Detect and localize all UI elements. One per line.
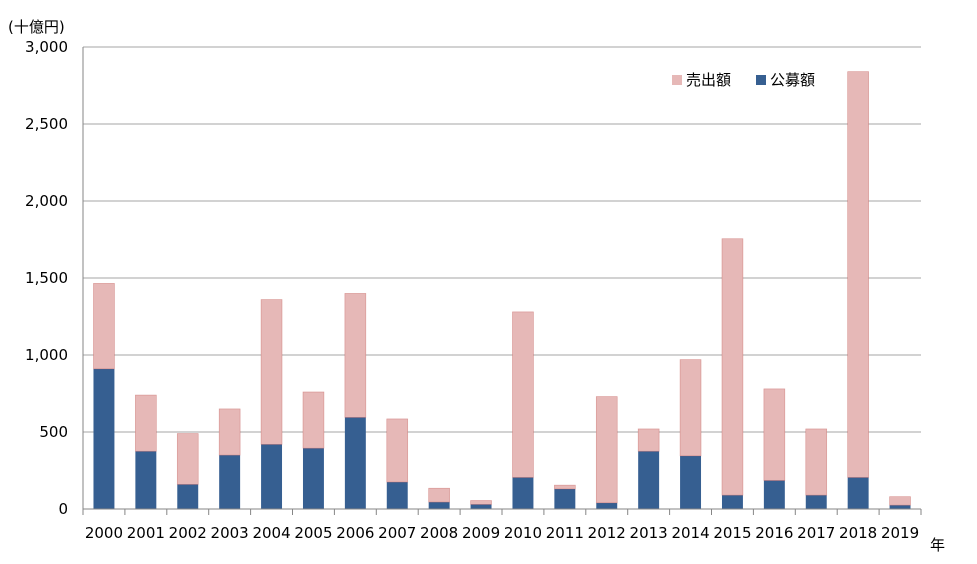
legend-swatch bbox=[756, 75, 766, 85]
x-tick-label: 2005 bbox=[294, 524, 332, 542]
x-tick-label: 2017 bbox=[797, 524, 835, 542]
y-tick-label: 500 bbox=[39, 423, 68, 441]
x-tick-label: 2016 bbox=[755, 524, 793, 542]
bar-uridashi-2017 bbox=[805, 428, 828, 496]
x-tick-label: 2018 bbox=[839, 524, 877, 542]
bar-koubo-2019 bbox=[889, 505, 911, 509]
bar-uridashi-2011 bbox=[554, 484, 576, 490]
bar-koubo-2001 bbox=[135, 451, 157, 509]
bar-koubo-2009 bbox=[470, 504, 492, 509]
bar-uridashi-2002 bbox=[176, 433, 199, 485]
bar-uridashi-2012 bbox=[595, 396, 618, 504]
bar-koubo-2011 bbox=[554, 488, 576, 509]
y-tick-label: 1,500 bbox=[25, 269, 68, 287]
bar-koubo-2005 bbox=[302, 448, 324, 509]
bar-uridashi-2019 bbox=[889, 496, 911, 506]
y-tick-label: 1,000 bbox=[25, 346, 68, 364]
bar-koubo-2007 bbox=[386, 482, 408, 509]
x-tick-label: 2014 bbox=[671, 524, 709, 542]
bar-koubo-2010 bbox=[512, 477, 534, 509]
bar-koubo-2014 bbox=[680, 455, 702, 509]
bar-uridashi-2005 bbox=[302, 391, 325, 449]
x-tick-label: 2008 bbox=[420, 524, 458, 542]
y-tick-label: 3,000 bbox=[25, 38, 68, 56]
x-tick-label: 2009 bbox=[462, 524, 500, 542]
bar-koubo-2018 bbox=[847, 477, 869, 509]
bar-koubo-2008 bbox=[428, 502, 450, 509]
x-tick-label: 2001 bbox=[127, 524, 165, 542]
bar-layer bbox=[93, 71, 911, 509]
y-tick-label: 2,500 bbox=[25, 115, 68, 133]
legend-label: 売出額 bbox=[686, 71, 731, 89]
bar-koubo-2004 bbox=[261, 444, 283, 509]
bar-uridashi-2004 bbox=[260, 299, 283, 445]
x-tick-label: 2013 bbox=[630, 524, 668, 542]
x-unit-label: 年 bbox=[930, 536, 945, 554]
bar-uridashi-2014 bbox=[679, 359, 702, 457]
bar-koubo-2012 bbox=[596, 502, 618, 509]
x-tick-label: 2012 bbox=[588, 524, 626, 542]
y-tick-label: 2,000 bbox=[25, 192, 68, 210]
bar-koubo-2000 bbox=[93, 368, 115, 509]
bar-uridashi-2000 bbox=[93, 283, 115, 370]
legend-label: 公募額 bbox=[770, 71, 815, 89]
x-tick-label: 2002 bbox=[169, 524, 207, 542]
x-tick-label: 2000 bbox=[85, 524, 123, 542]
bar-uridashi-2009 bbox=[470, 500, 492, 505]
bar-uridashi-2016 bbox=[763, 388, 786, 481]
bar-koubo-2006 bbox=[344, 417, 366, 509]
x-tick-label: 2004 bbox=[252, 524, 290, 542]
bar-uridashi-2018 bbox=[847, 71, 869, 478]
y-unit-label: (十億円) bbox=[8, 18, 65, 36]
bar-uridashi-2007 bbox=[386, 418, 409, 483]
bar-uridashi-2006 bbox=[344, 293, 367, 418]
x-tick-label: 2007 bbox=[378, 524, 416, 542]
legend: 売出額 公募額 bbox=[672, 71, 815, 89]
bar-uridashi-2008 bbox=[428, 487, 450, 503]
x-tick-label: 2010 bbox=[504, 524, 542, 542]
legend-swatch bbox=[672, 75, 682, 85]
x-tick-label: 2019 bbox=[881, 524, 919, 542]
x-tick-label: 2011 bbox=[546, 524, 584, 542]
y-tick-label: 0 bbox=[58, 500, 68, 518]
bar-uridashi-2001 bbox=[135, 394, 157, 452]
bar-koubo-2016 bbox=[763, 480, 785, 509]
bar-koubo-2015 bbox=[721, 495, 743, 509]
grid-layer bbox=[83, 46, 921, 433]
x-tick-label: 2003 bbox=[211, 524, 249, 542]
bar-uridashi-2013 bbox=[637, 428, 660, 452]
bar-koubo-2003 bbox=[219, 455, 241, 509]
bar-koubo-2013 bbox=[638, 451, 660, 509]
x-tick-label: 2006 bbox=[336, 524, 374, 542]
label-layer: (十億円) 年 bbox=[8, 18, 945, 554]
bar-koubo-2017 bbox=[805, 495, 827, 509]
x-tick-label: 2015 bbox=[713, 524, 751, 542]
bar-uridashi-2003 bbox=[218, 408, 241, 456]
bar-koubo-2002 bbox=[177, 484, 199, 509]
bar-uridashi-2010 bbox=[512, 311, 534, 478]
bar-uridashi-2015 bbox=[721, 238, 744, 496]
